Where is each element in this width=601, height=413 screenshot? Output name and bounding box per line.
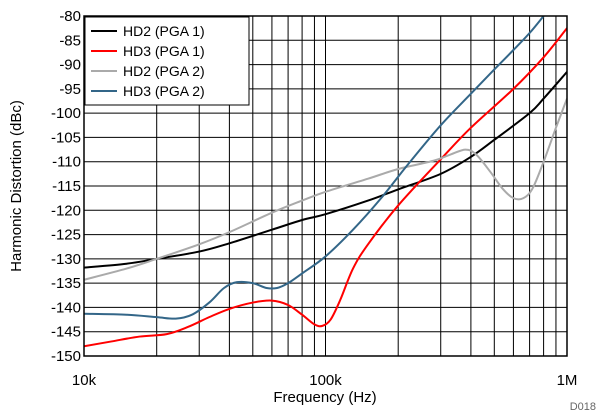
legend-label-3: HD3 (PGA 2) [123, 83, 205, 99]
y-tick-label-0: -80 [59, 8, 81, 25]
y-tick-labels: -80 -85 -90 -95 -100 -105 -110 -115 -120 -125 -130… [51, 8, 81, 365]
y-tick-label-3: -95 [59, 81, 81, 98]
y-tick-label-5: -105 [51, 129, 81, 146]
y-tick-label-2: -90 [59, 57, 81, 74]
figure-id: D018 [570, 401, 596, 413]
y-tick-label-8: -120 [51, 202, 81, 219]
x-tick-labels: 10k 100k 1M [72, 372, 578, 389]
series-line-1 [84, 27, 567, 348]
plot-frame [83, 15, 568, 357]
legend-label-1: HD3 (PGA 1) [123, 43, 205, 59]
x-tick-label-2: 1M [557, 372, 578, 389]
y-tick-label-13: -145 [51, 324, 81, 341]
y-tick-label-6: -110 [52, 154, 81, 171]
y-tick-label-12: -140 [51, 299, 81, 316]
legend-label-0: HD2 (PGA 1) [123, 23, 205, 39]
y-tick-label-10: -130 [51, 251, 81, 268]
series-line-0 [84, 71, 567, 269]
legend: HD2 (PGA 1) HD3 (PGA 1) HD2 (PGA 2) HD3 (PG… [84, 16, 250, 106]
series-line-2 [84, 98, 567, 281]
x-tick-label-0: 10k [72, 372, 97, 389]
y-tick-label-7: -115 [52, 178, 81, 195]
y-tick-label-4: -100 [51, 105, 81, 122]
series-layer [84, 16, 567, 348]
y-tick-label-14: -150 [51, 348, 81, 365]
series-line-3 [84, 16, 545, 320]
x-tick-label-1: 100k [309, 372, 342, 389]
x-axis-title: Frequency (Hz) [273, 389, 376, 406]
legend-label-2: HD2 (PGA 2) [123, 63, 205, 79]
y-tick-label-1: -85 [59, 32, 81, 49]
y-axis-title: Harmonic Distortion (dBc) [8, 100, 25, 272]
grid-lines [83, 15, 568, 357]
y-tick-label-11: -135 [51, 275, 81, 292]
y-tick-label-9: -125 [51, 227, 81, 244]
